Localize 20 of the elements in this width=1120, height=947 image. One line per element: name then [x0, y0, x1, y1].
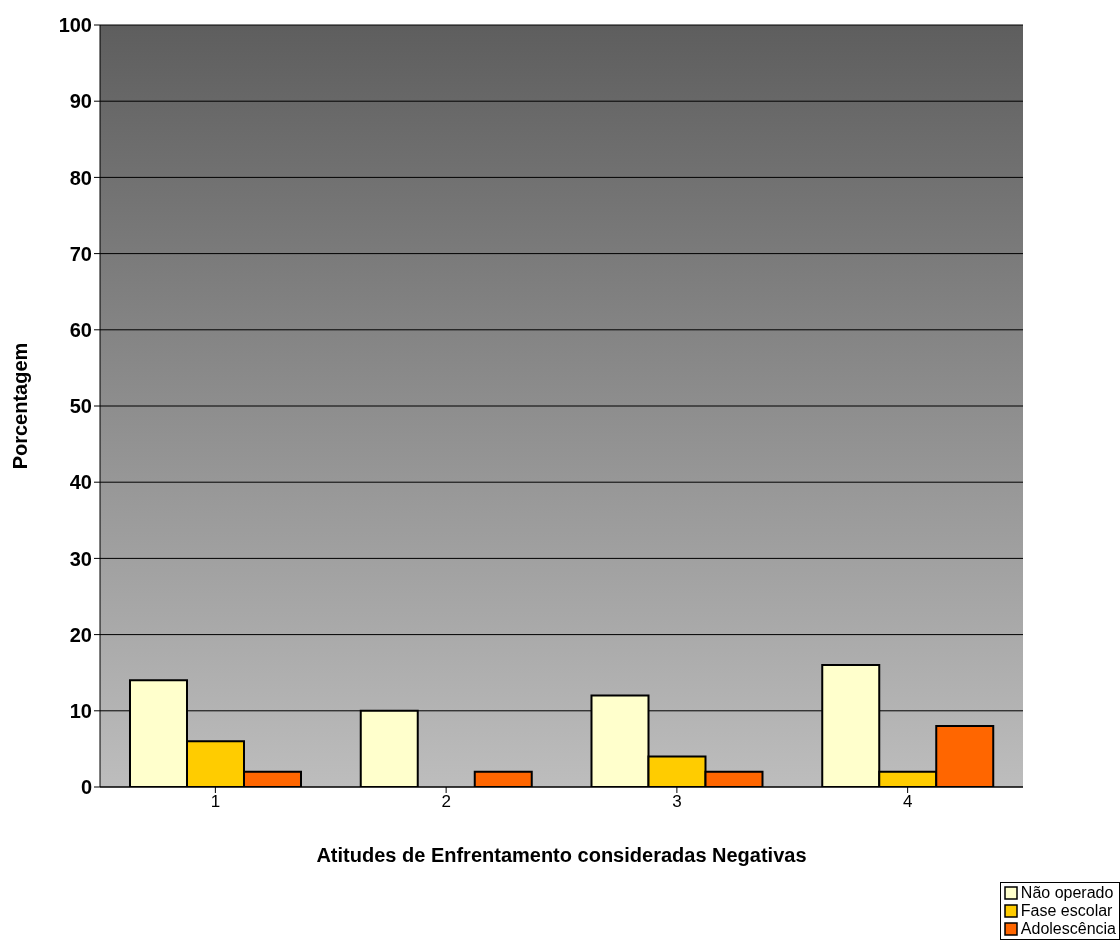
legend-label: Fase escolar — [1020, 902, 1113, 920]
y-tick-label: 100 — [58, 14, 92, 37]
y-tick-label: 10 — [69, 699, 92, 722]
x-tick-label: 3 — [672, 792, 682, 812]
y-tick-label: 60 — [69, 318, 92, 341]
y-tick-label: 90 — [69, 90, 92, 113]
x-tick-label: 4 — [902, 792, 913, 812]
y-tick-label: 70 — [69, 242, 92, 265]
y-tick-label: 40 — [69, 471, 92, 494]
y-tick-label: 30 — [69, 547, 92, 570]
x-axis-title: Atitudes de Enfrentamento consideradas Negativas — [316, 844, 807, 866]
y-tick-label: 80 — [69, 166, 92, 189]
y-axis-title: Porcentagem — [9, 342, 32, 470]
y-tick-label: 0 — [80, 776, 92, 799]
legend-label: Não operado — [1020, 884, 1114, 902]
y-tick-label: 20 — [69, 623, 92, 646]
x-tick-label: 1 — [210, 792, 221, 812]
x-tick-label: 2 — [441, 792, 451, 812]
legend-label: Adolescência — [1020, 920, 1116, 938]
y-tick-label: 50 — [69, 395, 92, 418]
